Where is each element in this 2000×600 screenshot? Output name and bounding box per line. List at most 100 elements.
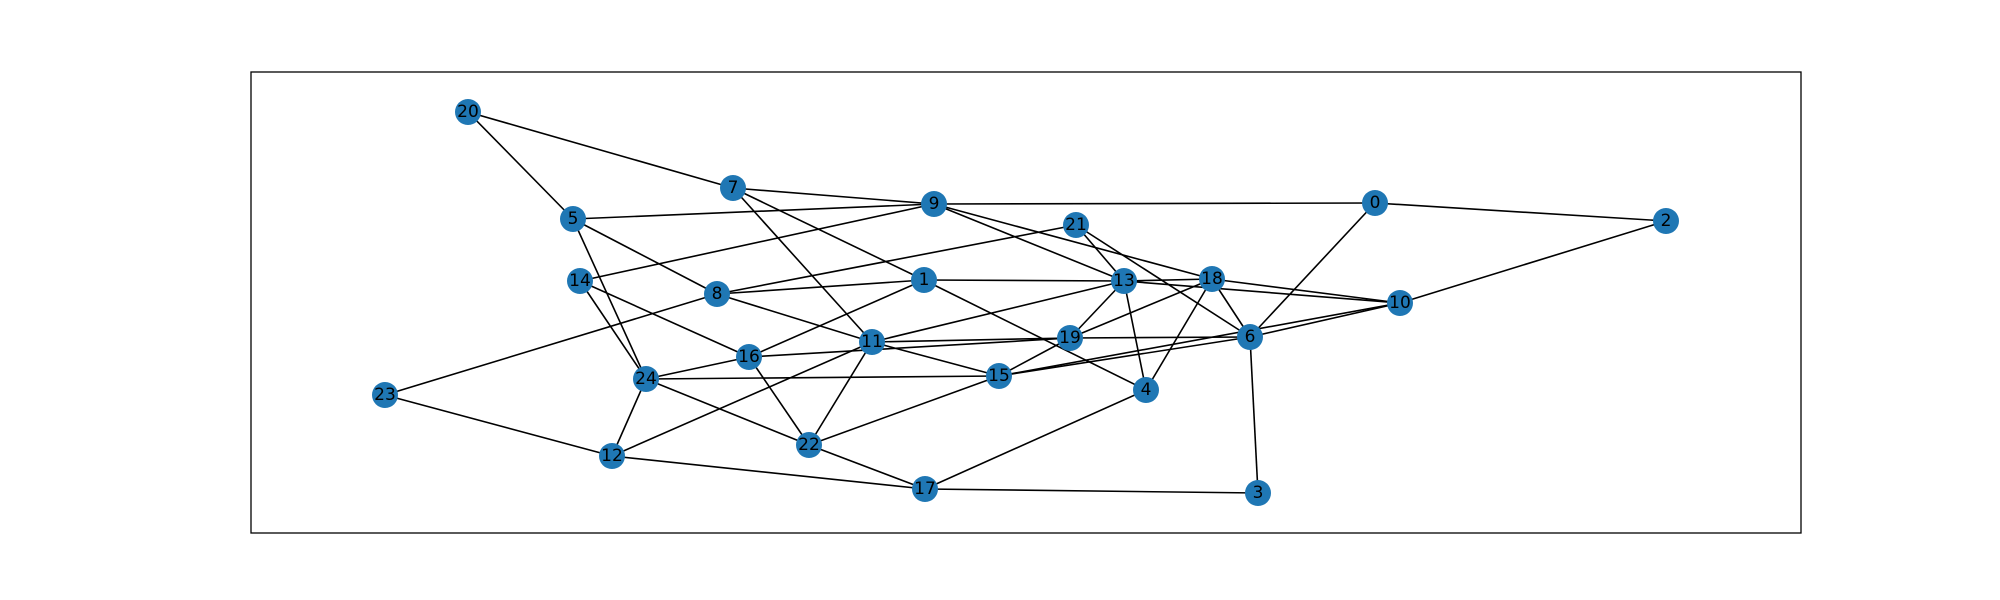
node-label: 9 (929, 194, 940, 214)
edge-1-4 (923, 279, 1147, 391)
edge-24-22 (645, 378, 810, 446)
node-5: 5 (560, 206, 586, 232)
node-circle (796, 432, 822, 458)
node-circle (1245, 480, 1271, 506)
node-circle (1387, 290, 1413, 316)
edge-19-15 (998, 337, 1071, 377)
edge-13-10 (1123, 280, 1401, 304)
node-21: 21 (1063, 212, 1089, 238)
node-circle (1111, 268, 1137, 294)
edge-18-10 (1211, 278, 1401, 304)
node-7: 7 (720, 175, 746, 201)
edge-9-14 (579, 203, 935, 282)
edge-5-24 (572, 218, 647, 380)
edge-18-4 (1145, 278, 1213, 391)
node-label: 12 (601, 446, 623, 466)
edge-14-16 (579, 280, 750, 358)
node-22: 22 (796, 432, 822, 458)
edge-13-19 (1069, 280, 1125, 339)
edge-0-6 (1249, 202, 1376, 338)
node-12: 12 (599, 443, 625, 469)
node-20: 20 (455, 99, 481, 125)
edge-13-4 (1123, 280, 1147, 391)
edge-18-19 (1069, 278, 1213, 339)
node-13: 13 (1111, 268, 1137, 294)
node-circle (455, 99, 481, 125)
edge-9-18 (933, 203, 1213, 280)
node-circle (912, 476, 938, 502)
node-label: 14 (569, 271, 591, 291)
node-label: 8 (712, 284, 723, 304)
edge-12-17 (611, 455, 926, 490)
node-circle (1133, 377, 1159, 403)
node-11: 11 (859, 329, 885, 355)
node-14: 14 (567, 268, 593, 294)
edge-7-11 (732, 187, 873, 343)
node-circle (1362, 190, 1388, 216)
node-circle (372, 382, 398, 408)
edge-layer (384, 111, 1667, 494)
node-label: 24 (635, 369, 657, 389)
node-circle (1063, 212, 1089, 238)
node-label: 5 (568, 209, 579, 229)
edge-15-22 (808, 375, 1000, 446)
node-3: 3 (1245, 480, 1271, 506)
node-label: 20 (457, 102, 479, 122)
node-10: 10 (1387, 290, 1413, 316)
node-label: 17 (914, 479, 936, 499)
edge-16-22 (748, 356, 810, 446)
edge-19-6 (1069, 336, 1251, 339)
node-label: 22 (798, 435, 820, 455)
edge-8-1 (716, 279, 925, 295)
node-18: 18 (1199, 266, 1225, 292)
edge-10-6 (1249, 302, 1401, 338)
node-2: 2 (1653, 208, 1679, 234)
plot-frame (250, 71, 1802, 534)
node-circle (921, 191, 947, 217)
node-15: 15 (986, 363, 1012, 389)
edge-2-10 (1399, 220, 1667, 304)
edge-23-12 (384, 394, 613, 457)
edge-20-7 (467, 111, 734, 189)
edge-10-15 (998, 302, 1401, 377)
node-circle (736, 344, 762, 370)
node-circle (720, 175, 746, 201)
node-circle (986, 363, 1012, 389)
edge-0-2 (1374, 202, 1667, 222)
edge-14-24 (579, 280, 647, 380)
edge-6-15 (998, 336, 1251, 377)
edge-5-8 (572, 218, 718, 295)
node-9: 9 (921, 191, 947, 217)
edge-24-12 (611, 378, 647, 457)
edge-1-16 (748, 279, 925, 358)
node-24: 24 (633, 366, 659, 392)
node-label: 6 (1245, 327, 1256, 347)
edge-7-1 (732, 187, 925, 281)
node-label: 15 (988, 366, 1010, 386)
edge-8-11 (716, 293, 873, 343)
node-6: 6 (1237, 324, 1263, 350)
node-0: 0 (1362, 190, 1388, 216)
node-circle (1237, 324, 1263, 350)
edge-21-8 (716, 224, 1077, 295)
edge-11-15 (871, 341, 1000, 377)
node-circle (560, 206, 586, 232)
node-23: 23 (372, 382, 398, 408)
edge-13-11 (871, 280, 1125, 343)
node-label: 16 (738, 347, 760, 367)
edge-20-5 (467, 111, 574, 220)
edge-9-5 (572, 203, 935, 220)
edge-11-22 (808, 341, 873, 446)
edge-7-9 (732, 187, 935, 205)
edge-13-18 (1123, 278, 1213, 282)
edge-1-13 (923, 279, 1125, 282)
node-label: 13 (1113, 271, 1135, 291)
node-label: 21 (1065, 215, 1087, 235)
node-circle (859, 329, 885, 355)
edge-9-13 (933, 203, 1125, 282)
node-label: 10 (1389, 293, 1411, 313)
node-16: 16 (736, 344, 762, 370)
edge-24-15 (645, 375, 1000, 380)
